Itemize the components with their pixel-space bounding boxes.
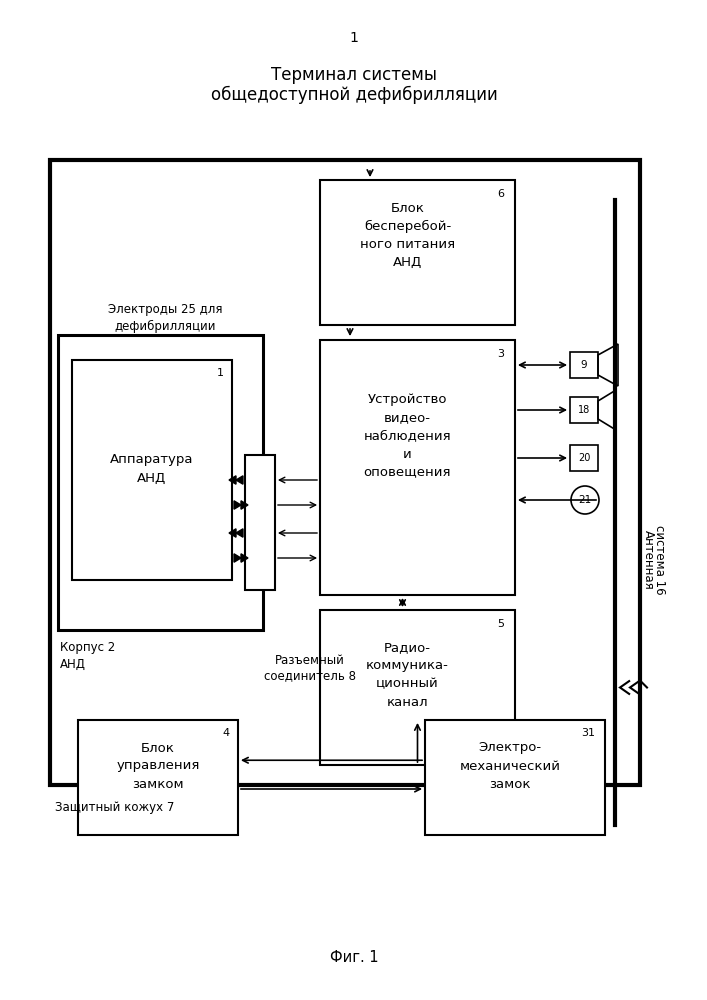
Polygon shape xyxy=(241,554,248,562)
Polygon shape xyxy=(229,476,236,484)
Text: и: и xyxy=(403,448,412,460)
Text: наблюдения: наблюдения xyxy=(363,430,451,442)
Polygon shape xyxy=(241,501,248,509)
Bar xyxy=(570,445,598,471)
Text: Аппаратура: Аппаратура xyxy=(110,454,194,466)
Bar xyxy=(320,610,515,765)
Text: 18: 18 xyxy=(578,405,590,415)
Text: общедоступной дефибрилляции: общедоступной дефибрилляции xyxy=(211,86,498,104)
Bar xyxy=(58,335,263,630)
Text: 1: 1 xyxy=(216,368,223,378)
Text: 4: 4 xyxy=(223,728,230,738)
Bar xyxy=(320,180,515,325)
Text: соединитель 8: соединитель 8 xyxy=(264,670,356,682)
Bar xyxy=(78,720,238,835)
Bar xyxy=(50,160,640,785)
Text: АНД: АНД xyxy=(60,658,86,670)
Text: АНД: АНД xyxy=(393,255,422,268)
Text: АНД: АНД xyxy=(137,472,167,485)
Bar xyxy=(72,360,232,580)
Bar xyxy=(570,397,598,423)
Polygon shape xyxy=(236,529,243,537)
Text: 3: 3 xyxy=(498,349,505,359)
Text: 31: 31 xyxy=(581,728,595,738)
Text: 9: 9 xyxy=(580,360,588,370)
Text: система 16: система 16 xyxy=(653,525,667,595)
Text: оповещения: оповещения xyxy=(363,466,451,479)
Bar xyxy=(245,455,275,590)
Text: 6: 6 xyxy=(498,189,505,199)
Text: дефибрилляции: дефибрилляции xyxy=(115,319,216,333)
Text: Защитный кожух 7: Защитный кожух 7 xyxy=(55,800,175,814)
Text: механический: механический xyxy=(460,760,561,772)
Text: канал: канал xyxy=(387,696,428,708)
Text: видео-: видео- xyxy=(384,412,431,424)
Text: 20: 20 xyxy=(578,453,590,463)
Text: коммуника-: коммуника- xyxy=(366,660,449,672)
Text: Устройство: Устройство xyxy=(368,393,448,406)
Text: бесперебой-: бесперебой- xyxy=(364,219,451,233)
Bar xyxy=(570,352,598,378)
Text: Разъемный: Разъемный xyxy=(275,654,345,666)
Text: ного питания: ного питания xyxy=(360,237,455,250)
Polygon shape xyxy=(229,529,236,537)
Text: Терминал системы: Терминал системы xyxy=(271,66,437,84)
Polygon shape xyxy=(234,501,241,509)
Text: Фиг. 1: Фиг. 1 xyxy=(329,950,378,966)
Bar xyxy=(425,720,605,835)
Text: управления: управления xyxy=(117,760,199,772)
Text: Антенная: Антенная xyxy=(641,530,655,590)
Text: Радио-: Радио- xyxy=(384,642,431,654)
Text: Блок: Блок xyxy=(141,742,175,754)
Text: Электроды 25 для: Электроды 25 для xyxy=(107,304,222,316)
Polygon shape xyxy=(236,476,243,484)
Text: 1: 1 xyxy=(349,31,358,45)
Text: Электро-: Электро- xyxy=(479,742,542,754)
Text: Корпус 2: Корпус 2 xyxy=(60,642,115,654)
Polygon shape xyxy=(234,554,241,562)
Text: Блок: Блок xyxy=(390,202,424,215)
Text: 21: 21 xyxy=(578,495,592,505)
Text: ционный: ционный xyxy=(376,678,439,690)
Bar xyxy=(320,340,515,595)
Text: замок: замок xyxy=(489,778,531,790)
Text: замком: замком xyxy=(132,778,184,790)
Text: 5: 5 xyxy=(498,619,505,629)
